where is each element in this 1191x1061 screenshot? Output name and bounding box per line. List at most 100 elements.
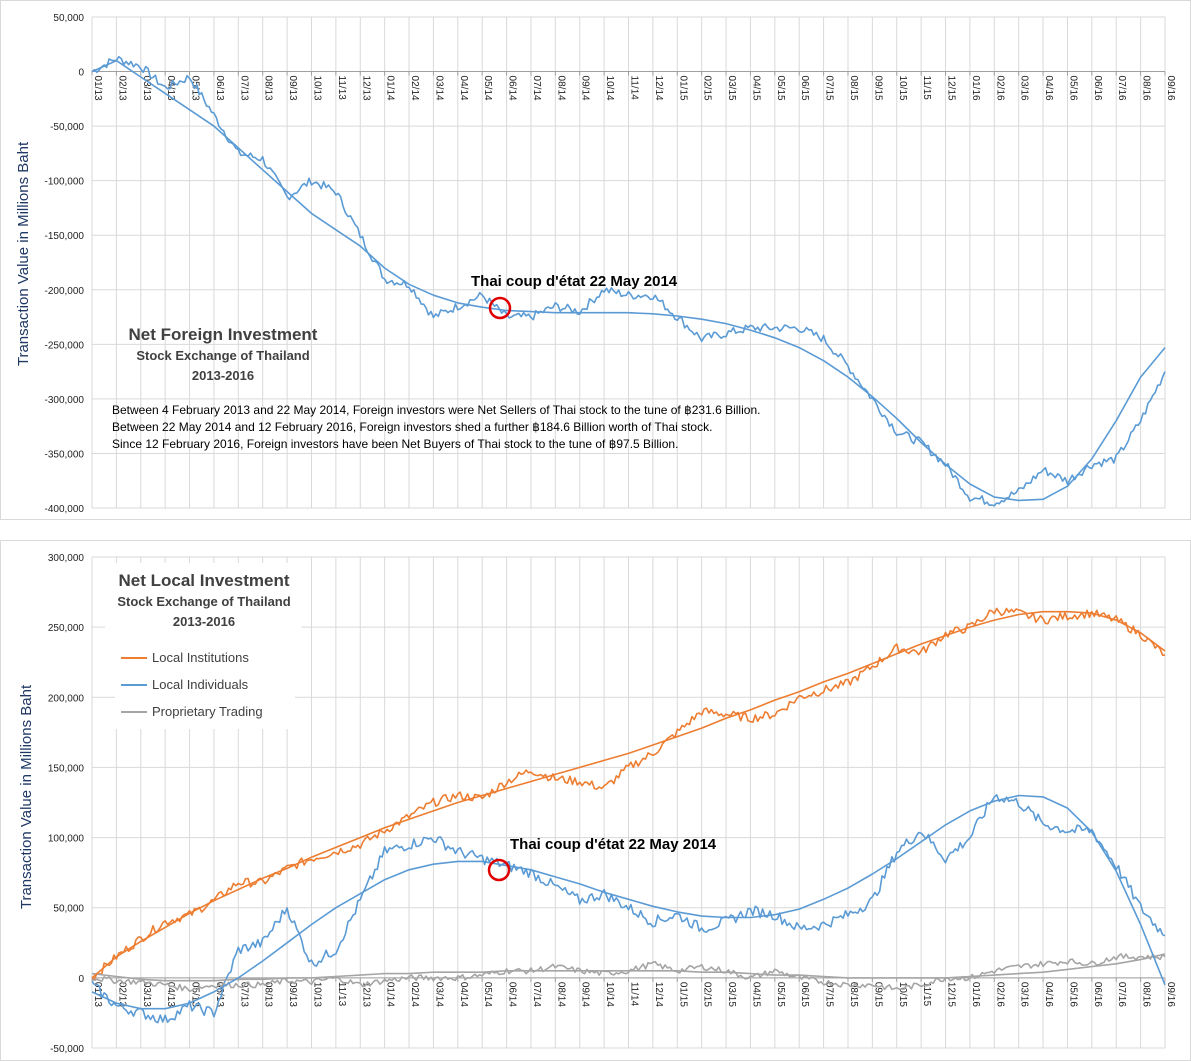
net-foreign-investment-panel: 50,000 0 -50,000 -100,000 -150,000 -200,000 -2… [0, 0, 1191, 520]
x-tick-label: 04/13 [165, 982, 176, 1007]
chart-subtitle: Stock Exchange of Thailand [136, 348, 309, 363]
y-tick-label: -300,000 [45, 395, 85, 406]
y-tick-label: 50,000 [53, 13, 84, 24]
title-box [105, 563, 301, 633]
x-tick-label: 11/13 [336, 76, 347, 101]
x-tick-label: 04/15 [750, 982, 761, 1007]
legend-label-individuals: Local Individuals [152, 677, 249, 692]
x-tick-label: 09/16 [1165, 982, 1176, 1007]
x-tick-label: 02/16 [994, 982, 1005, 1007]
x-tick-label: 05/16 [1067, 982, 1078, 1007]
x-tick-label: 12/15 [946, 982, 957, 1007]
x-tick-label: 07/15 [824, 982, 835, 1007]
x-tick-label: 04/14 [458, 76, 469, 101]
x-tick-label: 06/14 [507, 982, 518, 1007]
x-tick-label: 12/13 [360, 982, 371, 1007]
series-line-local-individuals [91, 794, 1166, 1024]
x-tick-label: 09/13 [287, 982, 298, 1007]
x-tick-label: 11/14 [629, 982, 640, 1007]
y-axis-ticks: 50,000 0 -50,000 -100,000 -150,000 -200,000 -2… [45, 13, 85, 515]
x-tick-label: 04/16 [1043, 76, 1054, 101]
x-tick-label: 10/15 [897, 76, 908, 101]
y-tick-label: -50,000 [50, 1044, 84, 1055]
net-local-investment-chart: 300,000 250,000 200,000 150,000 100,000 50,00… [18, 553, 1176, 1055]
x-tick-label: 11/15 [921, 76, 932, 101]
legend: Local Institutions Local Individuals Pro… [115, 633, 295, 729]
x-tick-label: 05/13 [190, 982, 201, 1007]
x-tick-label: 06/14 [507, 76, 518, 101]
trendline-local-institutions [91, 610, 1166, 979]
y-tick-label: -350,000 [45, 449, 85, 460]
y-tick-label: 100,000 [48, 834, 85, 845]
trendline-net-foreign [91, 59, 1166, 502]
x-tick-label: 03/13 [141, 982, 152, 1007]
x-tick-label: 09/15 [872, 76, 883, 101]
x-tick-label: 03/13 [141, 76, 152, 101]
x-tick-label: 05/14 [482, 76, 493, 101]
x-axis-ticks: 01/13 02/13 03/13 04/13 05/13 06/13 07/13 08/13… [91, 977, 1176, 1007]
y-tick-label: 50,000 [53, 904, 84, 915]
y-tick-label: -100,000 [45, 177, 85, 188]
series-group [91, 607, 1166, 1024]
x-tick-label: 04/16 [1043, 982, 1054, 1007]
x-tick-label: 09/15 [872, 982, 883, 1007]
x-tick-label: 12/14 [653, 76, 664, 101]
series-line-local-institutions [91, 607, 1165, 981]
x-tick-label: 06/16 [1092, 982, 1103, 1007]
x-tick-label: 08/15 [848, 76, 859, 101]
x-tick-label: 07/16 [1116, 982, 1127, 1007]
y-tick-label: 150,000 [48, 763, 85, 774]
x-tick-label: 09/14 [580, 982, 591, 1007]
x-tick-label: 01/16 [970, 76, 981, 101]
y-tick-label: -50,000 [50, 122, 84, 133]
legend-label-institutions: Local Institutions [152, 650, 249, 665]
y-tick-label: 250,000 [48, 623, 85, 634]
x-tick-label: 07/15 [824, 76, 835, 101]
x-tick-label: 09/16 [1165, 76, 1176, 101]
series-line-net-foreign [91, 55, 1166, 507]
y-tick-label: -400,000 [45, 504, 85, 515]
coup-annotation: Thai coup d'état 22 May 2014 [471, 273, 678, 290]
x-tick-label: 06/15 [799, 982, 810, 1007]
x-tick-label: 08/14 [555, 982, 566, 1007]
trendline-proprietary-trading [91, 953, 1166, 982]
x-tick-label: 06/13 [214, 76, 225, 101]
x-tick-label: 07/13 [238, 982, 249, 1007]
x-tick-label: 10/13 [311, 982, 322, 1007]
x-tick-label: 08/16 [1141, 982, 1152, 1007]
note-line-1: Between 4 February 2013 and 22 May 2014,… [112, 403, 760, 417]
x-tick-label: 07/13 [238, 76, 249, 101]
y-axis-title: Transaction Value in Millions Baht [15, 141, 32, 366]
trendline-local-individuals [91, 794, 1166, 1010]
coup-marker [488, 296, 512, 320]
y-tick-label: -250,000 [45, 340, 85, 351]
x-axis-ticks: 01/13 02/13 03/13 04/13 05/13 06/13 07/13 08/13… [91, 71, 1176, 101]
x-tick-label: 08/13 [263, 982, 274, 1007]
x-tick-label: 07/14 [531, 982, 542, 1007]
net-foreign-investment-chart: 50,000 0 -50,000 -100,000 -150,000 -200,000 -2… [15, 13, 1176, 515]
x-tick-label: 10/15 [897, 982, 908, 1007]
x-tick-label: 02/14 [409, 982, 420, 1007]
chart-title: Net Local Investment [119, 571, 290, 590]
y-tick-label: 0 [78, 974, 84, 985]
chart-title: Net Foreign Investment [129, 325, 318, 344]
x-tick-label: 12/13 [360, 76, 371, 101]
x-tick-label: 07/14 [531, 76, 542, 101]
x-tick-label: 02/14 [409, 76, 420, 101]
x-tick-label: 01/14 [385, 982, 396, 1007]
x-tick-label: 11/14 [629, 76, 640, 101]
x-tick-label: 10/13 [311, 76, 322, 101]
y-axis-title: Transaction Value in Millions Baht [18, 684, 35, 909]
x-tick-label: 01/15 [677, 76, 688, 101]
x-tick-label: 12/15 [946, 76, 957, 101]
coup-marker [487, 858, 511, 882]
x-tick-label: 01/14 [385, 76, 396, 101]
y-tick-label: 200,000 [48, 693, 85, 704]
x-tick-label: 11/15 [921, 982, 932, 1007]
x-tick-label: 06/13 [214, 982, 225, 1007]
x-tick-label: 01/13 [92, 76, 103, 101]
x-tick-label: 03/16 [1019, 982, 1030, 1007]
note-line-2: Between 22 May 2014 and 12 February 2016… [112, 420, 712, 434]
gridlines [91, 16, 1166, 509]
x-tick-label: 02/15 [702, 76, 713, 101]
